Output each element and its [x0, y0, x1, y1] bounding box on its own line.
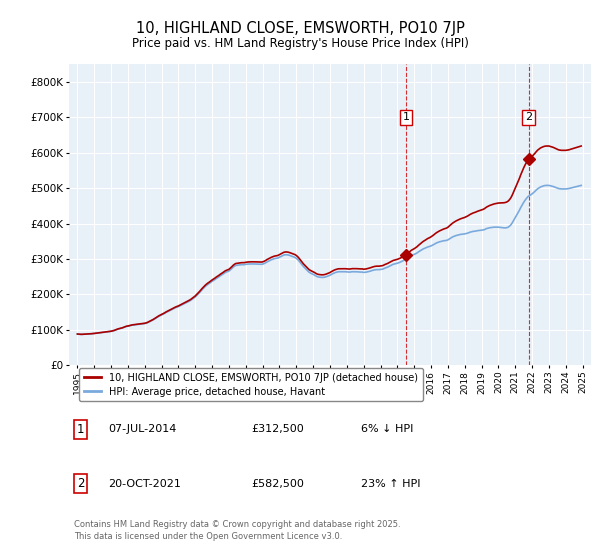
- Text: 1: 1: [77, 423, 84, 436]
- Text: £312,500: £312,500: [252, 424, 304, 434]
- Text: 10, HIGHLAND CLOSE, EMSWORTH, PO10 7JP: 10, HIGHLAND CLOSE, EMSWORTH, PO10 7JP: [136, 21, 464, 35]
- Text: 23% ↑ HPI: 23% ↑ HPI: [361, 479, 421, 489]
- Text: 2: 2: [77, 477, 84, 491]
- Text: 07-JUL-2014: 07-JUL-2014: [108, 424, 176, 434]
- Text: 20-OCT-2021: 20-OCT-2021: [108, 479, 181, 489]
- Text: 2: 2: [525, 113, 532, 123]
- Text: 6% ↓ HPI: 6% ↓ HPI: [361, 424, 413, 434]
- Legend: 10, HIGHLAND CLOSE, EMSWORTH, PO10 7JP (detached house), HPI: Average price, det: 10, HIGHLAND CLOSE, EMSWORTH, PO10 7JP (…: [79, 368, 423, 402]
- Text: £582,500: £582,500: [252, 479, 305, 489]
- Text: Contains HM Land Registry data © Crown copyright and database right 2025.
This d: Contains HM Land Registry data © Crown c…: [74, 520, 401, 541]
- Text: Price paid vs. HM Land Registry's House Price Index (HPI): Price paid vs. HM Land Registry's House …: [131, 37, 469, 50]
- Text: 1: 1: [403, 113, 410, 123]
